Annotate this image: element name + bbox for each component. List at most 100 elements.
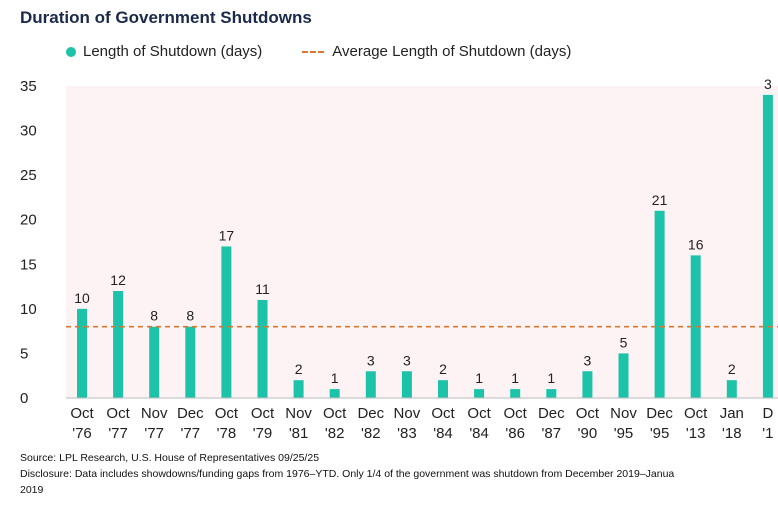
x-tick-month: Oct [684,405,708,422]
bar-value-label: 2 [295,361,303,377]
y-tick-label: 30 [20,123,37,140]
bar [510,389,521,398]
x-tick-month: Jan [720,405,744,422]
x-tick-month: Dec [177,405,204,422]
x-tick-year: '84 [469,425,489,442]
x-axis-ticks: Oct '76 Oct '77 Nov '77 Dec '77 Oct '78 Oct '79 Nov '… [70,405,773,442]
x-tick-year: '95 [614,425,634,442]
y-tick-label: 0 [20,390,28,407]
bar [582,371,593,398]
bar [113,291,124,398]
x-tick-month: Nov [610,405,637,422]
bar-value-label: 10 [74,290,90,306]
bar-value-label: 2 [439,361,447,377]
bar [762,94,773,399]
x-tick-month: Nov [285,405,312,422]
bar-value-label: 12 [110,272,126,288]
bar [293,380,304,398]
bar-value-label: 1 [475,370,483,386]
x-tick-year: '79 [253,425,273,442]
x-tick-year: '18 [722,425,742,442]
bar [438,380,448,398]
y-tick-label: 5 [20,345,28,362]
bar [401,371,412,398]
x-tick-month: Oct [576,405,600,422]
x-tick-year: '82 [361,425,381,442]
x-tick-year: '84 [433,425,453,442]
y-axis-ticks: 0 5 10 15 20 25 30 35 [20,78,37,407]
bar-value-label: 2 [728,361,736,377]
x-tick-year: '83 [397,425,417,442]
bar-value-label: 3 [764,76,772,92]
x-tick-year: '77 [144,425,164,442]
x-tick-month: Nov [394,405,421,422]
bar [690,255,701,398]
x-tick-month: Oct [431,405,455,422]
x-tick-year: '78 [217,425,237,442]
x-tick-month: Oct [70,405,94,422]
x-tick-month: Oct [504,405,528,422]
disclosure-note-continued: 2019 [20,484,44,496]
bar-value-label: 16 [688,236,704,252]
x-tick-year: '95 [650,425,670,442]
bar-value-label: 1 [547,370,555,386]
legend-line-swatch [302,50,325,53]
bars [77,94,773,399]
x-tick-year: '90 [578,425,598,442]
x-tick-year: '86 [505,425,525,442]
x-tick-month: Nov [141,405,168,422]
x-tick-month: Dec [357,405,384,422]
x-tick-month: Oct [215,405,239,422]
x-tick-month: Oct [323,405,347,422]
x-tick-month: Oct [467,405,491,422]
bar-value-label: 3 [584,352,592,368]
x-tick-month: Dec [646,405,673,422]
disclosure-note: Disclosure: Data includes showdowns/fund… [20,468,675,480]
legend-bar-swatch [66,46,76,57]
legend: Length of Shutdown (days) Average Length… [66,43,571,60]
bar-value-label: 11 [255,281,270,297]
x-tick-year: '82 [325,425,345,442]
bar [257,299,268,398]
bar-value-label: 17 [219,227,235,243]
bar-value-label: 1 [511,370,519,386]
x-tick-year: '81 [289,425,309,442]
y-tick-label: 10 [20,301,37,318]
chart-title: Duration of Government Shutdowns [20,8,312,27]
x-tick-year: '77 [181,425,201,442]
bar [77,308,87,398]
x-tick-month: Oct [106,405,130,422]
bar-value-label: 3 [403,352,411,368]
y-tick-label: 20 [20,212,37,229]
bar [149,326,160,398]
bar [618,353,629,398]
bar [365,371,376,398]
bar [726,380,737,398]
bar [654,210,665,398]
x-tick-month: Oct [251,405,275,422]
x-tick-year: '76 [72,425,92,442]
x-tick-month: Dec [538,405,565,422]
bar [221,246,232,398]
chart-notes: Source: LPL Research, U.S. House of Repr… [20,450,770,498]
x-tick-year: '77 [108,425,128,442]
x-tick-year: '1 [762,425,773,442]
bar-value-label: 5 [620,334,628,350]
legend-bar-label: Length of Shutdown (days) [83,43,263,60]
source-note: Source: LPL Research, U.S. House of Repr… [20,452,320,464]
bar-value-label: 8 [150,308,158,324]
y-tick-label: 15 [20,256,37,273]
bar [546,389,557,398]
x-tick-year: '87 [542,425,562,442]
bar [329,389,340,398]
x-tick-year: '13 [686,425,706,442]
bar-value-label: 3 [367,352,375,368]
bar [185,326,196,398]
y-tick-label: 25 [20,167,37,184]
bar-value-label: 1 [331,370,339,386]
bar [474,389,485,398]
legend-line-label: Average Length of Shutdown (days) [332,43,572,60]
y-tick-label: 35 [20,78,37,95]
